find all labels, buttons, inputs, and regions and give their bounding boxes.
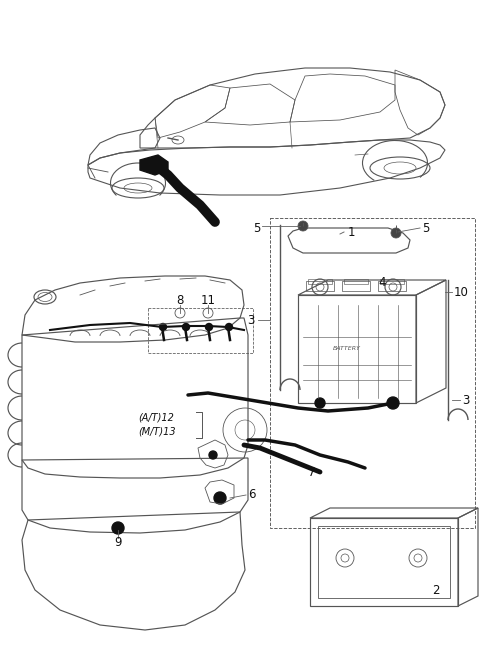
Text: 9: 9: [114, 536, 122, 549]
Circle shape: [391, 228, 401, 238]
Polygon shape: [140, 155, 168, 175]
Bar: [380, 279, 404, 284]
Text: 1: 1: [348, 226, 356, 239]
Text: 4: 4: [378, 276, 385, 289]
Circle shape: [112, 522, 124, 534]
Text: 8: 8: [176, 294, 184, 307]
Bar: [148, 308, 253, 353]
Text: (M/T)13: (M/T)13: [138, 427, 176, 437]
Bar: [342, 281, 370, 291]
Text: BATTERY: BATTERY: [333, 346, 361, 351]
Text: 6: 6: [248, 488, 255, 501]
Bar: [318, 526, 450, 598]
Circle shape: [315, 398, 325, 408]
Circle shape: [159, 324, 167, 331]
Circle shape: [298, 221, 308, 231]
Bar: [344, 279, 368, 284]
Text: 3: 3: [248, 314, 255, 327]
Circle shape: [226, 324, 232, 331]
Bar: [270, 218, 475, 528]
Text: 2: 2: [432, 584, 440, 597]
Text: 5: 5: [252, 221, 260, 234]
Circle shape: [387, 397, 399, 409]
Text: 11: 11: [201, 294, 216, 307]
Circle shape: [182, 324, 190, 331]
Circle shape: [205, 324, 213, 331]
Bar: [298, 295, 416, 403]
Circle shape: [209, 451, 217, 459]
Text: 7: 7: [308, 466, 315, 479]
Bar: [308, 279, 332, 284]
Text: (A/T)12: (A/T)12: [138, 413, 174, 423]
Text: 10: 10: [454, 285, 469, 298]
Bar: [306, 281, 334, 291]
Text: 5: 5: [422, 221, 430, 234]
Circle shape: [214, 492, 226, 504]
Text: 3: 3: [462, 393, 469, 406]
Bar: [378, 281, 406, 291]
